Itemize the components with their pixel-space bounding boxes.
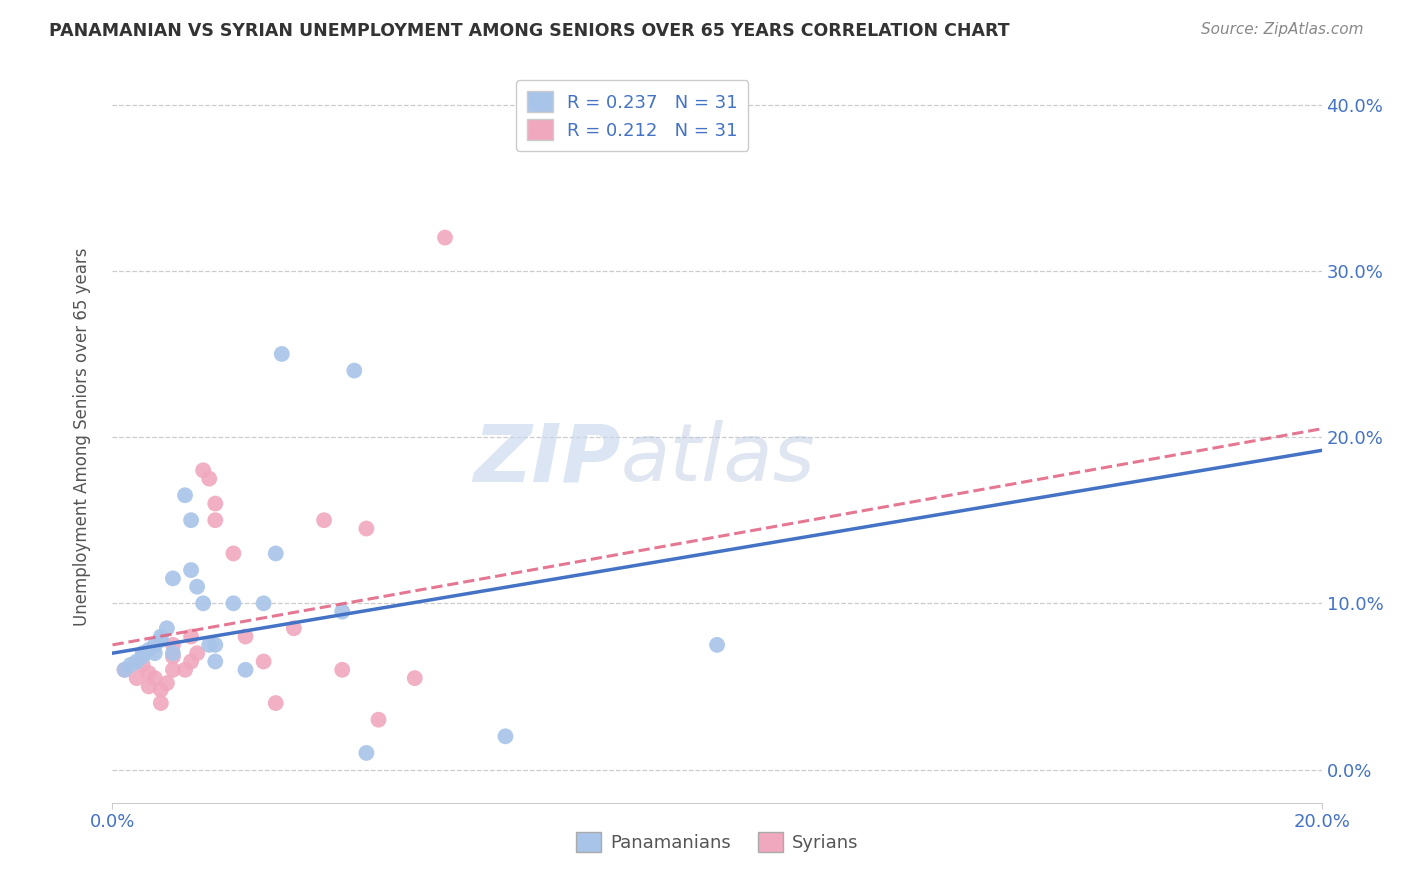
Point [235,630,257,644]
Point [174,488,197,502]
Point [156,621,179,635]
Point [114,663,136,677]
Point [162,663,184,677]
Point [138,680,160,694]
Point [162,638,184,652]
Point [356,746,378,760]
Point [367,713,389,727]
Point [114,663,136,677]
Point [235,663,257,677]
Point [138,643,160,657]
Point [149,682,172,697]
Point [180,513,202,527]
Point [162,649,184,664]
Point [156,676,179,690]
Point [198,472,221,486]
Point [149,632,172,647]
Point [191,596,214,610]
Point [125,671,148,685]
Text: Source: ZipAtlas.com: Source: ZipAtlas.com [1201,22,1364,37]
Point [180,563,202,577]
Point [330,605,353,619]
Point [204,638,226,652]
Text: ZIP: ZIP [472,420,620,498]
Point [143,638,166,652]
Point [132,649,155,664]
Y-axis label: Unemployment Among Seniors over 65 years: Unemployment Among Seniors over 65 years [73,248,91,626]
Point [149,630,172,644]
Point [356,521,378,535]
Point [204,497,226,511]
Point [253,655,276,669]
Point [222,546,245,560]
Point [180,630,202,644]
Point [186,580,208,594]
Point [204,513,226,527]
Point [343,363,366,377]
Point [120,657,142,672]
Point [149,696,172,710]
Point [314,513,336,527]
Point [264,546,287,560]
Point [132,646,155,660]
Point [283,621,305,635]
Point [143,646,166,660]
Point [174,663,197,677]
Point [222,596,245,610]
Point [204,655,226,669]
Point [180,655,202,669]
Point [706,638,728,652]
Point [125,655,148,669]
Point [186,646,208,660]
Text: atlas: atlas [620,420,815,498]
Point [495,729,517,743]
Point [270,347,292,361]
Point [253,596,276,610]
Legend: Panamanians, Syrians: Panamanians, Syrians [568,824,866,860]
Point [138,666,160,681]
Point [143,671,166,685]
Point [198,638,221,652]
Text: PANAMANIAN VS SYRIAN UNEMPLOYMENT AMONG SENIORS OVER 65 YEARS CORRELATION CHART: PANAMANIAN VS SYRIAN UNEMPLOYMENT AMONG … [49,22,1010,40]
Point [433,230,456,244]
Point [162,571,184,585]
Point [264,696,287,710]
Point [404,671,426,685]
Point [330,663,353,677]
Point [191,463,214,477]
Point [132,657,155,672]
Point [162,646,184,660]
